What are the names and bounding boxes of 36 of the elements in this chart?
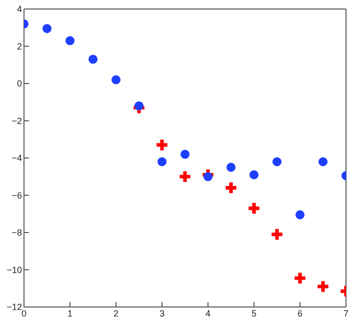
y-tick-label: 4: [16, 4, 22, 14]
point: [180, 150, 190, 159]
point: [156, 140, 168, 150]
y-tick-label: −6: [12, 190, 22, 200]
x-tick-label: 2: [113, 308, 119, 318]
point: [203, 172, 213, 182]
point: [157, 157, 167, 166]
point: [272, 228, 282, 240]
point: [226, 162, 236, 172]
point: [180, 171, 190, 182]
x-tick-label: 3: [159, 308, 165, 318]
x-tick-label: 4: [205, 308, 211, 318]
point: [65, 36, 75, 46]
point: [294, 272, 306, 284]
point: [42, 24, 52, 34]
y-tick-label: −2: [12, 116, 22, 126]
y-tick-label: −10: [6, 264, 22, 275]
point: [248, 202, 260, 214]
y-tick-label: −12: [6, 302, 22, 312]
point: [272, 157, 282, 166]
point: [111, 75, 121, 84]
x-tick-label: 1: [67, 308, 73, 318]
y-tick-label: −4: [12, 153, 22, 164]
point: [134, 101, 144, 110]
point: [88, 54, 98, 64]
point: [295, 210, 305, 220]
x-tick-label: 5: [251, 308, 257, 318]
y-tick-label: 0: [16, 78, 22, 89]
point: [226, 182, 236, 194]
x-tick-label: 6: [297, 308, 303, 318]
y-tick-label: 2: [16, 41, 22, 52]
point: [249, 170, 259, 180]
point: [318, 281, 328, 292]
point: [318, 157, 328, 166]
x-tick-label: 7: [343, 308, 349, 318]
y-tick-label: −8: [12, 228, 22, 238]
